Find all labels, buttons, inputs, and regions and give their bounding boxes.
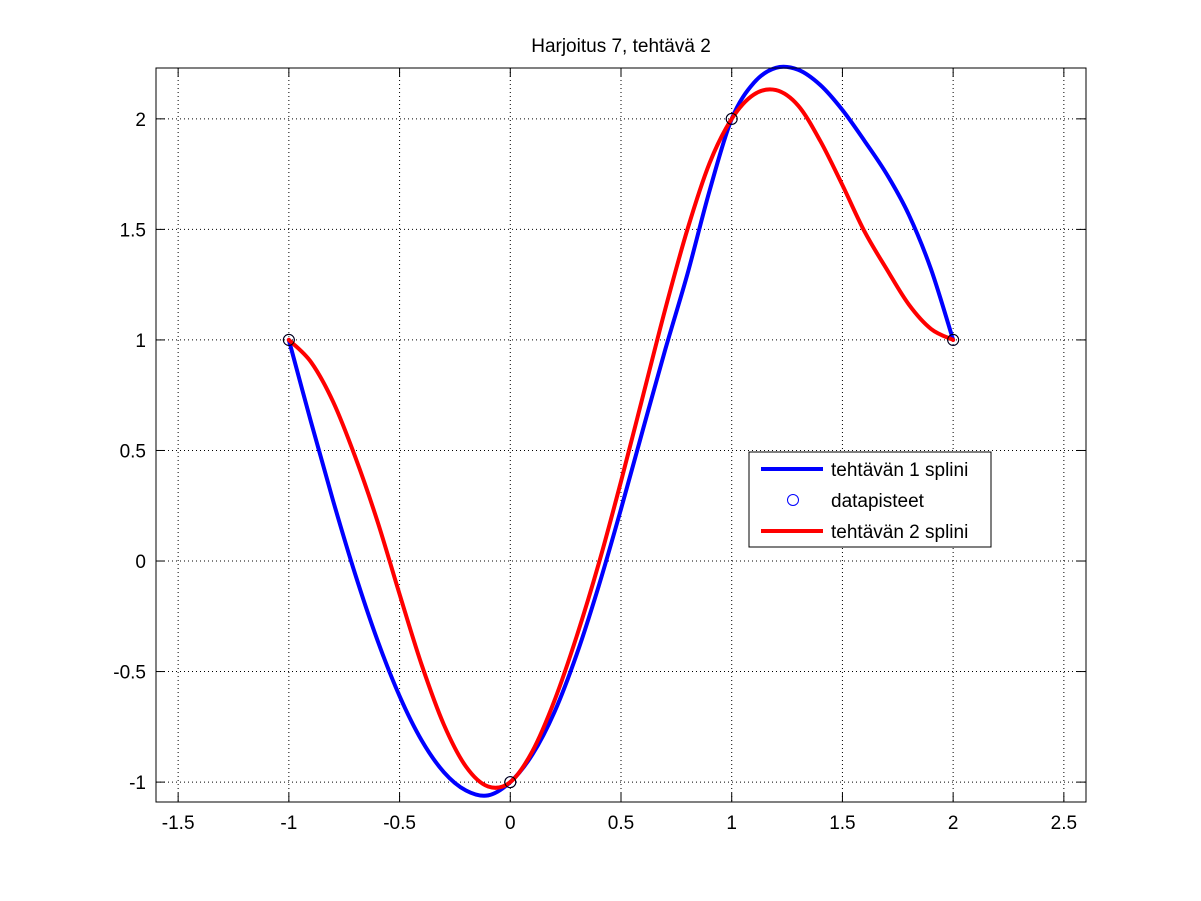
x-tick-label: -1 bbox=[280, 813, 297, 834]
y-tick-label: 1.5 bbox=[120, 220, 146, 241]
data-point-marker bbox=[282, 333, 295, 346]
legend: tehtävän 1 splini datapisteet tehtävän 2 s… bbox=[748, 451, 992, 548]
series-1 bbox=[286, 64, 956, 798]
series-3 bbox=[286, 87, 956, 790]
series-line bbox=[286, 87, 956, 790]
y-tick-label: 0.5 bbox=[120, 441, 146, 462]
legend-item: tehtävän 2 splini bbox=[761, 522, 968, 543]
data-point-markers-top bbox=[282, 112, 960, 789]
x-tick-label: 1 bbox=[726, 813, 737, 834]
data-point-marker bbox=[947, 333, 960, 346]
legend-label: datapisteet bbox=[831, 491, 925, 512]
tick-layer bbox=[156, 68, 1086, 802]
series-layer bbox=[282, 64, 960, 798]
legend-item: datapisteet bbox=[787, 491, 925, 512]
legend-item: tehtävän 1 splini bbox=[761, 460, 968, 481]
x-tick-label: -0.5 bbox=[383, 813, 416, 834]
legend-marker-swatch bbox=[787, 494, 799, 506]
legend-label: tehtävän 2 splini bbox=[831, 522, 968, 543]
tick-label-layer: -1.5 -1 -0.5 0 0.5 1 1.5 2 2.5 -1 -0.5 0 0.5 1 1.5 2 bbox=[113, 110, 1077, 834]
y-tick-label: -0.5 bbox=[113, 663, 146, 684]
y-tick-label: 0 bbox=[135, 552, 146, 573]
y-tick-label: -1 bbox=[129, 773, 146, 794]
data-point-marker bbox=[725, 112, 738, 125]
x-tick-label: 1.5 bbox=[829, 813, 855, 834]
x-tick-label: -1.5 bbox=[162, 813, 195, 834]
legend-label: tehtävän 1 splini bbox=[831, 460, 968, 481]
series-line bbox=[286, 64, 956, 798]
x-tick-label: 0 bbox=[505, 813, 516, 834]
x-tick-label: 2.5 bbox=[1051, 813, 1077, 834]
y-tick-label: 1 bbox=[135, 331, 146, 352]
axes-background bbox=[156, 68, 1086, 802]
y-tick-label: 2 bbox=[135, 110, 146, 131]
grid-layer bbox=[156, 68, 1086, 802]
x-tick-label: 0.5 bbox=[608, 813, 634, 834]
chart-title: Harjoitus 7, tehtävä 2 bbox=[531, 36, 711, 57]
x-tick-label: 2 bbox=[948, 813, 959, 834]
data-point-marker bbox=[504, 776, 517, 789]
